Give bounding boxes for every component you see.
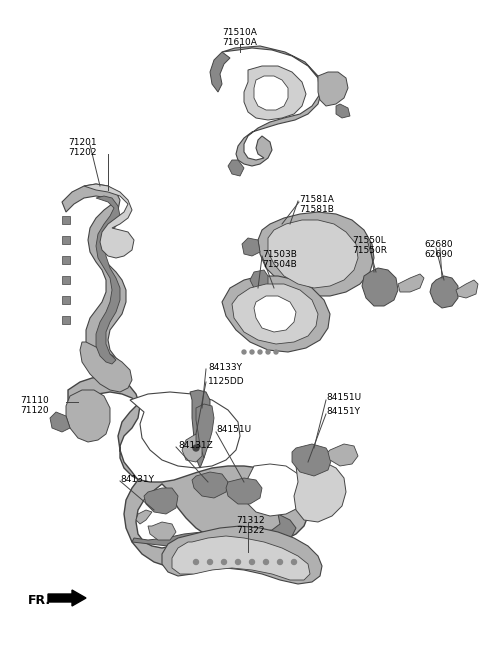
Circle shape — [207, 560, 213, 565]
Text: 1125DD: 1125DD — [208, 377, 245, 386]
Circle shape — [264, 560, 268, 565]
Polygon shape — [292, 444, 332, 476]
Polygon shape — [144, 488, 178, 514]
Polygon shape — [62, 184, 126, 370]
Text: 71312
71322: 71312 71322 — [236, 516, 264, 535]
Polygon shape — [258, 212, 374, 296]
Polygon shape — [62, 256, 70, 264]
Text: 62680
62690: 62680 62690 — [424, 240, 453, 259]
Text: 71110
71120: 71110 71120 — [20, 396, 49, 415]
Polygon shape — [190, 390, 210, 468]
Circle shape — [242, 350, 246, 354]
Polygon shape — [96, 196, 120, 364]
Circle shape — [266, 350, 270, 354]
Polygon shape — [222, 46, 322, 166]
Text: 84151U: 84151U — [326, 392, 361, 401]
Text: 71581A
71581B: 71581A 71581B — [299, 195, 334, 215]
Polygon shape — [328, 444, 358, 466]
Circle shape — [236, 560, 240, 565]
Circle shape — [250, 560, 254, 565]
Polygon shape — [148, 522, 176, 540]
Polygon shape — [80, 342, 132, 392]
Text: 71503B
71504B: 71503B 71504B — [262, 250, 297, 270]
Polygon shape — [336, 104, 350, 118]
Polygon shape — [50, 412, 70, 432]
Text: 84133Y: 84133Y — [208, 363, 242, 373]
Text: 84131Z: 84131Z — [178, 440, 213, 449]
Text: 84151U: 84151U — [216, 426, 251, 434]
Polygon shape — [254, 296, 296, 332]
Polygon shape — [196, 404, 214, 458]
Polygon shape — [362, 268, 398, 306]
Circle shape — [193, 445, 199, 451]
Polygon shape — [430, 276, 458, 308]
Text: FR.: FR. — [28, 594, 51, 607]
Polygon shape — [62, 236, 70, 244]
Polygon shape — [242, 238, 260, 256]
Circle shape — [250, 350, 254, 354]
Polygon shape — [268, 220, 358, 288]
Polygon shape — [456, 280, 478, 298]
Circle shape — [221, 560, 227, 565]
Polygon shape — [62, 296, 70, 304]
Polygon shape — [68, 376, 308, 566]
Circle shape — [193, 560, 199, 565]
Text: 71201
71202: 71201 71202 — [68, 138, 96, 157]
Text: 84131Y: 84131Y — [120, 476, 154, 485]
Polygon shape — [226, 478, 262, 504]
Polygon shape — [244, 464, 306, 516]
Circle shape — [291, 560, 297, 565]
Text: 71550L
71550R: 71550L 71550R — [352, 236, 387, 255]
Polygon shape — [130, 392, 240, 468]
Circle shape — [258, 350, 262, 354]
Polygon shape — [250, 270, 268, 290]
Polygon shape — [162, 526, 322, 584]
Polygon shape — [228, 160, 244, 176]
Polygon shape — [318, 72, 348, 106]
Polygon shape — [398, 274, 424, 292]
Polygon shape — [62, 216, 70, 224]
Polygon shape — [136, 510, 152, 524]
Polygon shape — [48, 590, 86, 606]
Polygon shape — [66, 390, 110, 442]
Text: 84151Y: 84151Y — [326, 407, 360, 415]
Polygon shape — [132, 514, 296, 546]
Circle shape — [274, 350, 278, 354]
Polygon shape — [192, 472, 228, 498]
Polygon shape — [62, 276, 70, 284]
Polygon shape — [294, 462, 346, 522]
Polygon shape — [172, 536, 310, 580]
Text: 71510A
71610A: 71510A 71610A — [223, 28, 257, 47]
Circle shape — [277, 560, 283, 565]
Polygon shape — [222, 276, 330, 352]
Polygon shape — [254, 76, 288, 110]
Polygon shape — [244, 66, 306, 120]
Polygon shape — [232, 284, 318, 344]
Polygon shape — [210, 52, 230, 92]
Polygon shape — [182, 434, 202, 462]
Polygon shape — [62, 316, 70, 324]
Polygon shape — [84, 184, 134, 258]
